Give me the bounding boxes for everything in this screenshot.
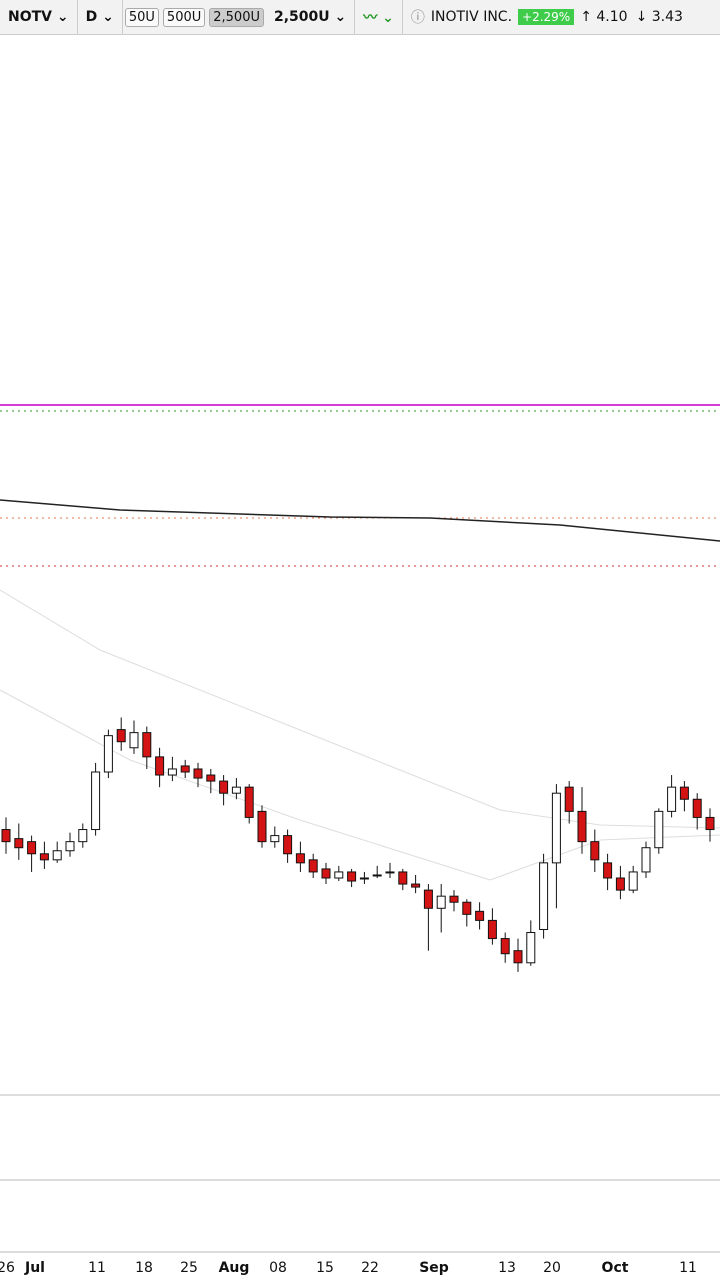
candle-body [692,798,702,818]
candle-body [14,838,24,849]
x-tick-label: 13 [498,1260,516,1276]
candle-body [500,938,510,955]
candle-body [65,841,75,852]
x-tick-label: 26 [0,1260,15,1276]
candle-body [142,732,152,758]
candle-body [564,786,574,812]
x-tick-label: 08 [269,1260,287,1276]
x-tick-label: 15 [316,1260,334,1276]
candle-body [219,780,229,794]
size-select[interactable]: 2,500U ⌄ [266,0,356,34]
size-button[interactable]: 50U [124,7,159,27]
candle-body [654,810,664,849]
plot: 26 Jul 11 18 25 Aug 08 15 22 Sep 13 20 Oct 11 [0,717,715,1276]
candle-body [539,862,549,930]
candle-body [628,871,638,891]
candle-body [577,810,587,843]
candle-body [423,889,433,909]
candle-body [116,729,126,743]
candle-body [257,810,267,843]
candle-body [398,871,408,885]
candle-body [487,919,497,940]
candle-body [615,877,625,891]
chart-style[interactable]: 〰 ⌄ [355,0,403,34]
candle-body [283,835,293,855]
candle-body [308,859,318,873]
ma-line [0,689,720,881]
candle-body [551,792,561,864]
symbol[interactable]: NOTV ⌄ [0,0,78,34]
candle-body [180,765,190,773]
x-tick-label: Oct [602,1260,629,1276]
candle-body [27,841,37,855]
candle-body [231,786,241,794]
size-button[interactable]: 2,500U [209,7,264,27]
company: INOTIV INC. [430,9,513,25]
candle-body [103,735,113,773]
x-tick-label: 11 [679,1260,697,1276]
high-text: 4.10 [596,9,628,25]
ma-line [0,589,720,829]
high: ↑ 4.10 [580,9,628,25]
candle-body [78,829,88,843]
candle-body [167,768,177,776]
candle-body [462,901,472,915]
candle-body [295,853,305,864]
ma-line [0,499,720,542]
x-tick-label: 25 [180,1260,198,1276]
x-tick-label: Aug [219,1260,250,1276]
toolbar: NOTV ⌄ D ⌄ 50U 500U 2,500U 2,500U ⌄ 〰 ⌄ … [0,0,720,35]
symbol-text: NOTV [8,9,53,25]
candle-body [52,850,62,861]
candle-body [679,786,689,800]
candle-body [1,829,11,843]
candle-body [270,835,280,843]
candle-body [91,771,101,831]
candle-body [334,871,344,879]
candle-body [347,871,357,882]
x-tick-label: 18 [135,1260,153,1276]
candle-body [526,932,536,964]
low-text: 3.43 [651,9,683,25]
x-tick-label: 22 [361,1260,379,1276]
candle-body [359,877,369,880]
candle-body [475,910,485,921]
interval[interactable]: D ⌄ [78,0,123,34]
candle-body [155,756,165,776]
interval-text: D [85,9,98,25]
low: ↓ 3.43 [635,9,683,25]
candle-body [603,862,613,879]
x-tick-label: 11 [88,1260,106,1276]
x-tick-label: 20 [543,1260,561,1276]
x-tick-label: Sep [419,1260,449,1276]
candle-body [39,853,49,861]
candle-body [193,768,203,779]
candle-body [206,774,216,782]
candle-body [436,895,446,909]
candle-body [129,732,139,749]
info-icon[interactable]: ⓘ [410,10,425,26]
candle-body [590,841,600,861]
candle-body [513,950,523,964]
size-button[interactable]: 500U [162,7,206,27]
size-text: 2,500U [273,9,330,25]
candle-body [449,895,459,903]
candle-body [321,868,331,879]
candle-body [244,786,254,818]
candle-body [705,816,715,831]
change: +2.29% [518,9,575,25]
candle-body [667,786,677,812]
candle-body [385,871,395,874]
candle-body [641,847,651,873]
candle-body [411,883,421,888]
candle-body [372,874,382,877]
x-tick-label: Jul [24,1260,45,1276]
